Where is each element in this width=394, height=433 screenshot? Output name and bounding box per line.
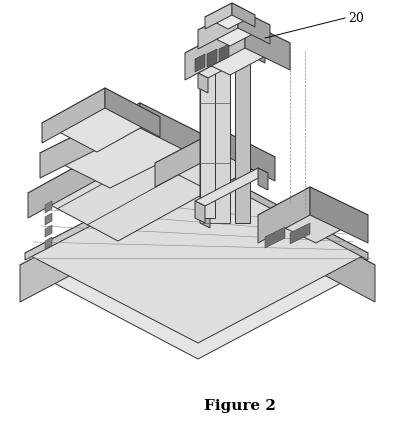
Polygon shape bbox=[265, 227, 285, 248]
Polygon shape bbox=[245, 21, 290, 70]
Polygon shape bbox=[198, 43, 265, 78]
Polygon shape bbox=[200, 43, 210, 228]
Polygon shape bbox=[220, 129, 275, 181]
Polygon shape bbox=[198, 9, 238, 49]
Polygon shape bbox=[198, 73, 208, 93]
Polygon shape bbox=[25, 163, 368, 343]
Polygon shape bbox=[185, 21, 290, 75]
Polygon shape bbox=[258, 187, 368, 243]
Polygon shape bbox=[25, 163, 198, 260]
Polygon shape bbox=[40, 103, 140, 178]
Polygon shape bbox=[28, 123, 245, 241]
Polygon shape bbox=[155, 129, 275, 191]
Polygon shape bbox=[198, 171, 375, 302]
Polygon shape bbox=[195, 168, 268, 206]
Polygon shape bbox=[255, 43, 265, 63]
Text: 20: 20 bbox=[348, 12, 364, 25]
Polygon shape bbox=[155, 129, 220, 187]
Polygon shape bbox=[195, 201, 205, 223]
Polygon shape bbox=[235, 48, 250, 223]
Polygon shape bbox=[219, 44, 229, 62]
Polygon shape bbox=[195, 54, 205, 72]
Polygon shape bbox=[45, 225, 52, 237]
Polygon shape bbox=[45, 201, 52, 213]
Polygon shape bbox=[205, 3, 232, 29]
Polygon shape bbox=[205, 3, 255, 29]
Text: Figure 2: Figure 2 bbox=[204, 399, 276, 413]
Polygon shape bbox=[290, 223, 310, 244]
Polygon shape bbox=[198, 163, 368, 260]
Polygon shape bbox=[238, 9, 270, 44]
Polygon shape bbox=[40, 103, 210, 188]
Polygon shape bbox=[200, 43, 230, 223]
Polygon shape bbox=[185, 21, 245, 80]
Polygon shape bbox=[42, 88, 160, 152]
Polygon shape bbox=[105, 88, 160, 137]
Polygon shape bbox=[258, 187, 310, 243]
Polygon shape bbox=[20, 171, 198, 302]
Polygon shape bbox=[310, 187, 368, 243]
Polygon shape bbox=[20, 171, 375, 359]
Polygon shape bbox=[207, 49, 217, 67]
Polygon shape bbox=[258, 168, 268, 190]
Polygon shape bbox=[200, 43, 215, 218]
Polygon shape bbox=[140, 103, 210, 163]
Polygon shape bbox=[155, 123, 245, 196]
Polygon shape bbox=[45, 213, 52, 225]
Polygon shape bbox=[45, 237, 52, 249]
Polygon shape bbox=[198, 9, 270, 46]
Polygon shape bbox=[28, 123, 155, 218]
Polygon shape bbox=[42, 88, 105, 143]
Polygon shape bbox=[232, 3, 255, 27]
